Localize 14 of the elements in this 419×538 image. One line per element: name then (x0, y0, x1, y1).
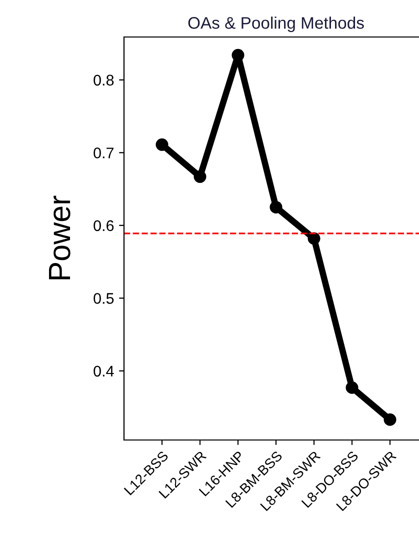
chart-title: OAs & Pooling Methods (188, 16, 364, 32)
y-tick-label: 0.6 (94, 220, 114, 232)
point (156, 138, 168, 151)
point (270, 200, 282, 214)
y-tick-label: 0.7 (94, 148, 114, 158)
y-tick-label: 0.4 (94, 366, 114, 377)
point (346, 381, 358, 394)
point (384, 413, 396, 426)
y-tick-label: 0.8 (94, 74, 114, 86)
point (194, 170, 206, 183)
point (232, 48, 244, 62)
point (308, 232, 320, 245)
y-axis-title: Power (49, 196, 70, 280)
y-tick-label: 0.5 (94, 293, 114, 304)
